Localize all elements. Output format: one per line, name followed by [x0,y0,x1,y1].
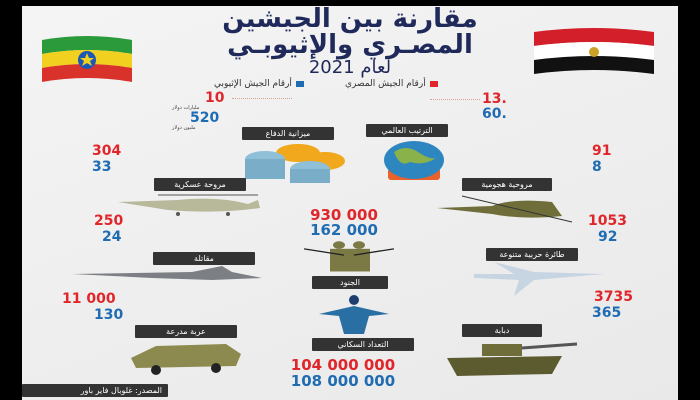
armored-vehicle-icon [131,344,241,375]
fighter-ethiopia: 24 [102,229,122,245]
egypt-swatch [429,81,438,87]
ethiopia-flag [42,36,132,82]
fighter-egypt: 250 [94,213,124,229]
armored-label: عربة مدرعة [135,325,237,338]
armored-egypt: 11 000 [62,291,116,307]
population-icon [319,295,389,334]
ethiopia-swatch [295,81,304,87]
legend-ethiopia: أرقام الجيش الإثيوبي [214,79,304,89]
budget-egypt-unit: مليارات دولار [172,105,200,111]
title-line-1: مقارنة بين الجيشين [222,6,478,34]
budget-ethiopia: 520 [190,110,220,126]
tank-label: دبابة [462,324,542,337]
globe-icon [384,141,444,180]
fighter-jet-icon [72,266,262,280]
soldiers-icon [304,241,394,272]
population-ethiopia: 108 000 000 [290,372,396,390]
helicopter-icon [118,194,260,216]
budget-egypt: 10 [205,90,225,106]
population-label: التعداد السكاني [312,338,414,351]
jet-icon [474,262,604,296]
source-note: المصدر: غلوبال فاير باور [22,384,168,397]
military-helicopter-ethiopia: 33 [92,159,112,175]
ranking-egypt: 13. [482,91,507,107]
budget-ethiopia-unit: مليون دولار [172,125,196,131]
infographic: مقارنة بين الجيشين المصـري والإثيوبـي لع… [22,6,678,400]
military-helicopter-label: مروحة عسكرية [154,178,246,191]
ranking-connector [430,99,480,100]
legend-ethiopia-label: أرقام الجيش الإثيوبي [214,79,292,89]
soldiers-ethiopia: 162 000 [310,221,378,239]
ranking-ethiopia: 60. [482,106,507,122]
ranking-label: الترتيب العالمي [366,124,448,137]
legend-egypt: أرقام الجيش المصري [345,79,438,89]
budget-connector [232,98,292,99]
budget-label: ميزانية الدفاع [242,127,334,140]
coins-icon [245,144,345,183]
legend-egypt-label: أرقام الجيش المصري [345,79,426,89]
population-egypt: 104 000 000 [290,356,396,374]
armored-ethiopia: 130 [94,307,124,323]
fighter-label: مقاتلة [153,252,255,265]
aircraft-ethiopia: 92 [598,229,618,245]
attack-helicopter-label: مروحية هجومية [462,178,552,191]
attack-helicopter-ethiopia: 8 [592,159,602,175]
soldiers-egypt: 930 000 [310,206,378,224]
tank-egypt: 3735 [594,289,633,305]
title-year: لعام 2021 [308,57,392,78]
aircraft-label: طائرة حربية متنوعة [486,248,578,261]
soldiers-label: الجنود [312,276,388,289]
tank-icon [447,342,578,376]
egypt-flag [534,28,654,74]
attack-helicopter-icon [437,195,573,223]
tank-ethiopia: 365 [592,305,622,321]
attack-helicopter-egypt: 91 [592,143,612,159]
title-line-2: المصـري والإثيوبـي [227,30,473,60]
aircraft-egypt: 1053 [588,213,627,229]
military-helicopter-egypt: 304 [92,143,122,159]
